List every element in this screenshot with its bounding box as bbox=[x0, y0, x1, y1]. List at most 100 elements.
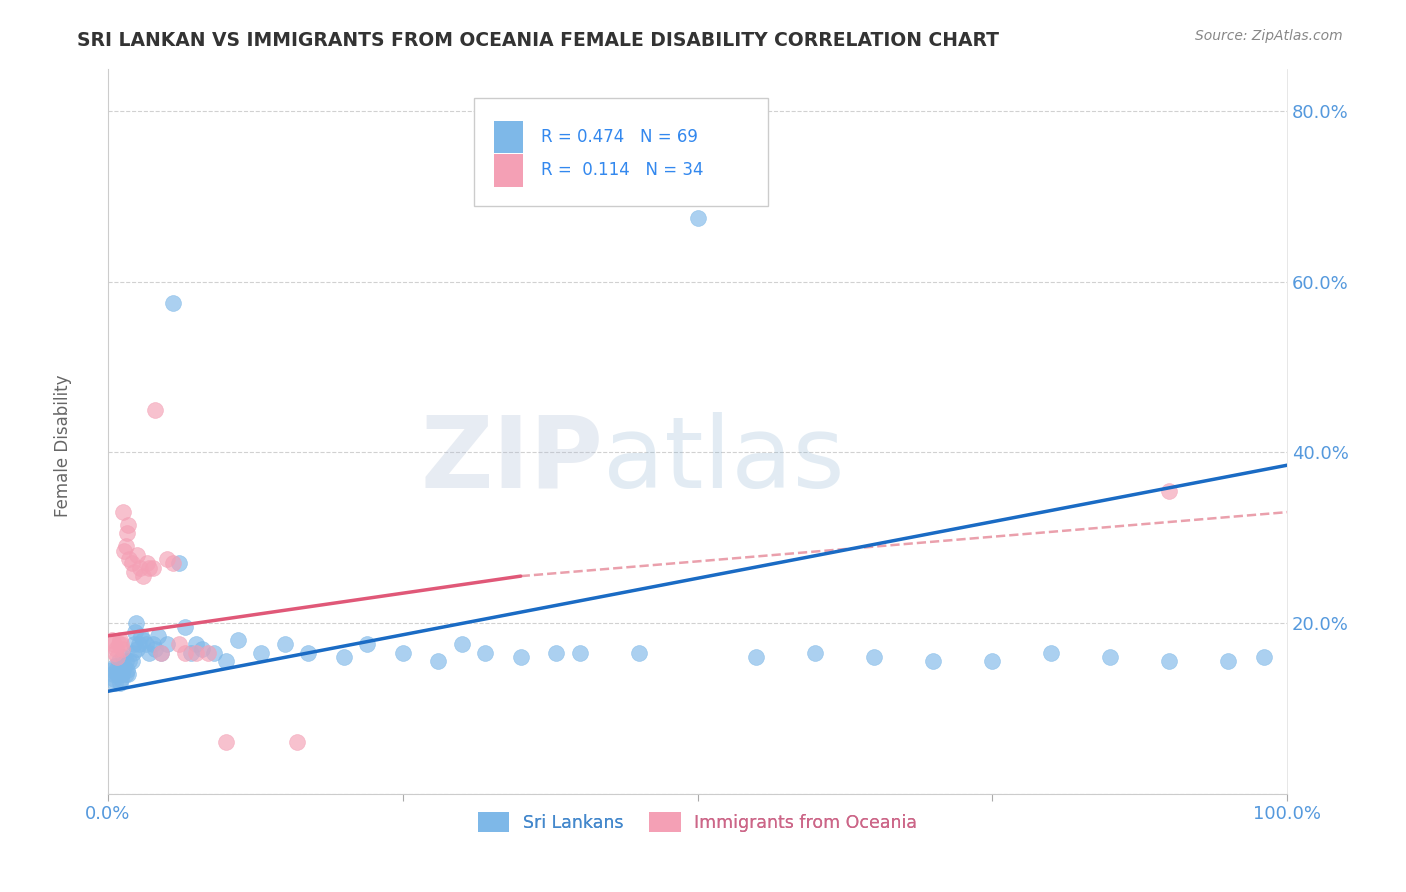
Point bbox=[250, 646, 273, 660]
Point bbox=[509, 650, 531, 665]
Point bbox=[142, 637, 165, 651]
Point bbox=[107, 655, 129, 669]
Point bbox=[981, 655, 1004, 669]
Point bbox=[162, 296, 184, 310]
Point bbox=[114, 543, 136, 558]
Point bbox=[162, 557, 184, 571]
Point bbox=[274, 637, 297, 651]
Point bbox=[111, 641, 134, 656]
Point bbox=[804, 646, 827, 660]
Text: atlas: atlas bbox=[603, 411, 845, 508]
Text: R =  0.114   N = 34: R = 0.114 N = 34 bbox=[541, 161, 703, 179]
Point bbox=[686, 211, 709, 225]
Point bbox=[121, 646, 143, 660]
Point bbox=[121, 655, 143, 669]
Point bbox=[125, 615, 148, 630]
Point bbox=[101, 667, 124, 681]
Point bbox=[110, 637, 132, 651]
Point bbox=[104, 675, 127, 690]
Point bbox=[186, 646, 208, 660]
Point bbox=[186, 637, 208, 651]
Point bbox=[215, 655, 238, 669]
Point bbox=[135, 637, 157, 651]
Point bbox=[128, 560, 150, 574]
Bar bbox=[494, 154, 523, 186]
Point bbox=[150, 646, 173, 660]
Point bbox=[115, 526, 138, 541]
Point bbox=[107, 667, 129, 681]
Point bbox=[156, 552, 179, 566]
Text: ZIP: ZIP bbox=[420, 411, 603, 508]
Point bbox=[118, 655, 141, 669]
Point bbox=[112, 663, 135, 677]
Point bbox=[202, 646, 225, 660]
Point bbox=[1099, 650, 1122, 665]
Point bbox=[173, 620, 195, 634]
Point bbox=[118, 552, 141, 566]
Point bbox=[112, 505, 135, 519]
Point bbox=[128, 637, 150, 651]
Point bbox=[156, 637, 179, 651]
Point bbox=[135, 557, 157, 571]
Point bbox=[474, 646, 496, 660]
Point bbox=[191, 641, 214, 656]
Point bbox=[105, 663, 128, 677]
Point bbox=[544, 646, 567, 660]
Point bbox=[122, 565, 145, 579]
Legend: Sri Lankans, Immigrants from Oceania: Sri Lankans, Immigrants from Oceania bbox=[471, 805, 924, 839]
Point bbox=[226, 633, 249, 648]
Point bbox=[121, 557, 143, 571]
Point bbox=[138, 646, 160, 660]
Point bbox=[114, 539, 136, 553]
Point bbox=[150, 646, 173, 660]
Point bbox=[922, 655, 945, 669]
Point bbox=[297, 646, 319, 660]
Point bbox=[127, 548, 149, 562]
Point bbox=[863, 650, 886, 665]
Point bbox=[1159, 655, 1181, 669]
Point bbox=[108, 663, 131, 677]
Point bbox=[146, 629, 169, 643]
Point bbox=[1159, 483, 1181, 498]
Point bbox=[117, 517, 139, 532]
Point bbox=[142, 560, 165, 574]
Point bbox=[107, 650, 129, 665]
Point bbox=[450, 637, 472, 651]
Point bbox=[1040, 646, 1063, 660]
Point bbox=[114, 658, 136, 673]
Point bbox=[104, 646, 127, 660]
Point bbox=[143, 641, 166, 656]
Point bbox=[215, 735, 238, 749]
Text: R = 0.474   N = 69: R = 0.474 N = 69 bbox=[541, 128, 697, 146]
Point bbox=[138, 560, 160, 574]
Point bbox=[107, 637, 129, 651]
Point bbox=[124, 624, 146, 639]
Point bbox=[122, 637, 145, 651]
Point bbox=[427, 655, 450, 669]
Point bbox=[745, 650, 768, 665]
Point bbox=[173, 646, 195, 660]
Text: Female Disability: Female Disability bbox=[55, 375, 72, 517]
Point bbox=[143, 402, 166, 417]
Point bbox=[167, 557, 190, 571]
Point bbox=[103, 637, 125, 651]
Point bbox=[333, 650, 356, 665]
Point bbox=[110, 672, 132, 686]
Point bbox=[112, 650, 135, 665]
Point bbox=[104, 658, 127, 673]
Point bbox=[105, 641, 128, 656]
Point bbox=[111, 667, 134, 681]
Point bbox=[103, 672, 125, 686]
Text: Source: ZipAtlas.com: Source: ZipAtlas.com bbox=[1195, 29, 1343, 43]
Point bbox=[627, 646, 650, 660]
Point bbox=[1216, 655, 1239, 669]
Text: SRI LANKAN VS IMMIGRANTS FROM OCEANIA FEMALE DISABILITY CORRELATION CHART: SRI LANKAN VS IMMIGRANTS FROM OCEANIA FE… bbox=[77, 31, 1000, 50]
Point bbox=[129, 629, 152, 643]
Point bbox=[108, 633, 131, 648]
Point bbox=[117, 667, 139, 681]
Point bbox=[114, 655, 136, 669]
Point bbox=[180, 646, 202, 660]
Point bbox=[115, 663, 138, 677]
Point bbox=[108, 675, 131, 690]
Point bbox=[100, 633, 122, 648]
